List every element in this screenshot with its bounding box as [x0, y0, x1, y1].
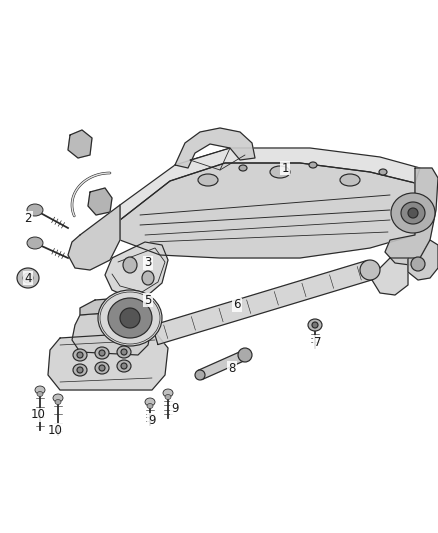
- Ellipse shape: [163, 389, 173, 397]
- Polygon shape: [372, 258, 408, 295]
- Ellipse shape: [121, 349, 127, 355]
- Ellipse shape: [309, 162, 317, 168]
- Text: 7: 7: [314, 335, 322, 349]
- Polygon shape: [120, 148, 420, 220]
- Ellipse shape: [35, 386, 45, 394]
- Ellipse shape: [121, 363, 127, 369]
- Text: 10: 10: [31, 408, 46, 422]
- Ellipse shape: [239, 165, 247, 171]
- Ellipse shape: [198, 174, 218, 186]
- Text: 5: 5: [144, 294, 152, 306]
- Text: 8: 8: [228, 361, 236, 375]
- Ellipse shape: [99, 350, 105, 356]
- Text: 1: 1: [281, 161, 289, 174]
- Ellipse shape: [142, 271, 154, 285]
- Ellipse shape: [95, 362, 109, 374]
- Ellipse shape: [17, 268, 39, 288]
- Ellipse shape: [120, 308, 140, 328]
- Polygon shape: [68, 130, 92, 158]
- Polygon shape: [72, 310, 152, 355]
- Ellipse shape: [308, 319, 322, 331]
- Ellipse shape: [360, 260, 380, 280]
- Ellipse shape: [401, 202, 425, 224]
- Ellipse shape: [270, 166, 290, 178]
- Polygon shape: [88, 188, 112, 215]
- Polygon shape: [48, 332, 168, 390]
- Ellipse shape: [312, 322, 318, 328]
- Polygon shape: [152, 261, 373, 344]
- Text: 3: 3: [144, 256, 152, 270]
- Ellipse shape: [73, 364, 87, 376]
- Text: 9: 9: [171, 401, 179, 415]
- Ellipse shape: [99, 365, 105, 371]
- Ellipse shape: [165, 394, 171, 400]
- Polygon shape: [68, 205, 120, 270]
- Text: 9: 9: [148, 414, 156, 426]
- Ellipse shape: [379, 169, 387, 175]
- Polygon shape: [80, 296, 152, 325]
- Polygon shape: [385, 168, 438, 265]
- Text: 4: 4: [24, 271, 32, 285]
- Ellipse shape: [77, 367, 83, 373]
- Ellipse shape: [77, 352, 83, 358]
- Ellipse shape: [108, 298, 152, 338]
- Ellipse shape: [147, 403, 153, 408]
- Ellipse shape: [55, 400, 61, 405]
- Polygon shape: [175, 128, 255, 168]
- Ellipse shape: [408, 208, 418, 218]
- Ellipse shape: [117, 360, 131, 372]
- Polygon shape: [408, 240, 438, 280]
- Ellipse shape: [391, 193, 435, 233]
- Ellipse shape: [27, 204, 43, 216]
- Text: 6: 6: [233, 298, 241, 311]
- Ellipse shape: [23, 273, 33, 283]
- Ellipse shape: [27, 237, 43, 249]
- Ellipse shape: [98, 290, 162, 346]
- Text: 2: 2: [24, 212, 32, 224]
- Ellipse shape: [123, 257, 137, 273]
- Ellipse shape: [37, 392, 43, 397]
- Ellipse shape: [238, 348, 252, 362]
- Ellipse shape: [340, 174, 360, 186]
- Ellipse shape: [73, 349, 87, 361]
- Polygon shape: [198, 350, 247, 379]
- Text: 10: 10: [48, 424, 63, 437]
- Polygon shape: [120, 163, 415, 258]
- Ellipse shape: [411, 257, 425, 271]
- Ellipse shape: [117, 346, 131, 358]
- Ellipse shape: [145, 398, 155, 406]
- Polygon shape: [105, 242, 168, 298]
- Ellipse shape: [95, 347, 109, 359]
- Ellipse shape: [195, 370, 205, 380]
- Ellipse shape: [53, 394, 63, 402]
